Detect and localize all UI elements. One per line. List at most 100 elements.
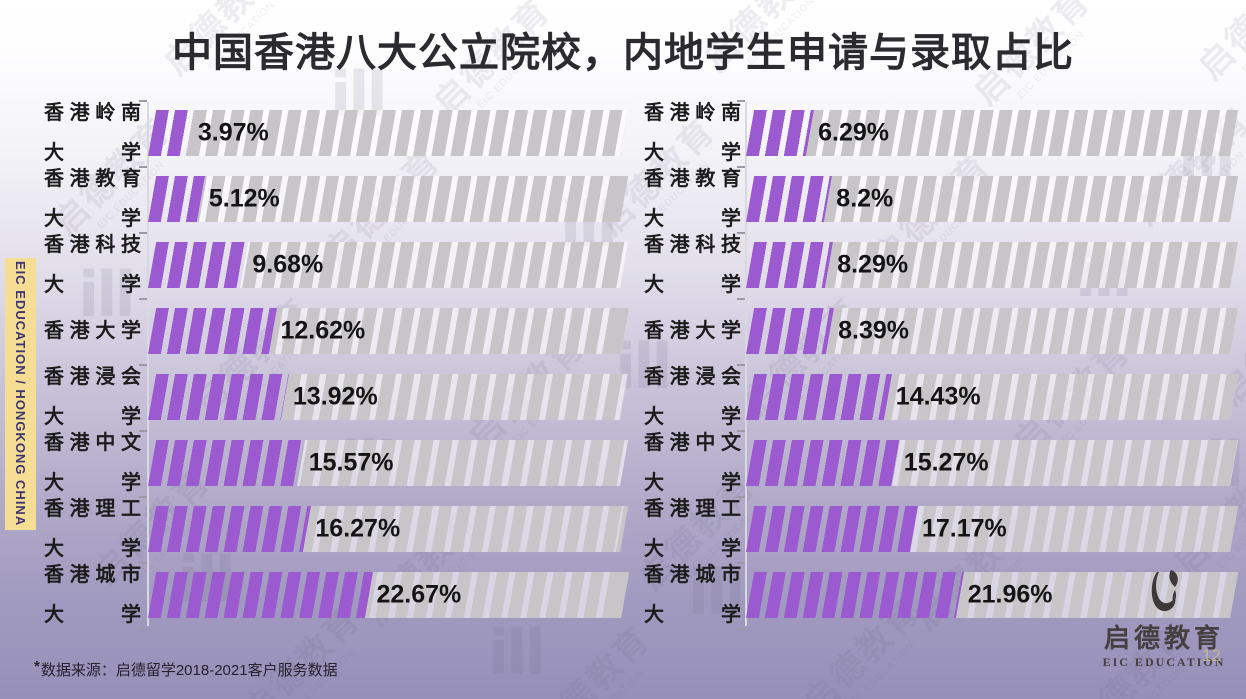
value-label: 16.27% — [315, 514, 401, 543]
bar-fill — [148, 242, 249, 288]
chart-application-share: 香港岭南大学 3.97% 香港教育大学 5.12% 香港科技大学 9.68% 香港大学 12.… — [44, 100, 629, 630]
bar-row: 香港城市大学 21.96% — [644, 564, 1239, 626]
axis-tick — [737, 628, 745, 630]
side-banner-text: EIC EDUCATION / HONGKONG CHINA — [13, 261, 28, 527]
bar-row: 香港理工大学 16.27% — [44, 498, 629, 560]
axis-tick — [737, 562, 745, 564]
category-label: 香港中文大学 — [644, 432, 741, 494]
eic-logo-en-text: EIC EDUCATION — [1102, 655, 1226, 669]
bar-row: 香港科技大学 9.68% — [44, 234, 629, 296]
bar-fill — [746, 308, 835, 354]
category-label: 香港大学 — [644, 320, 741, 342]
axis-tick — [139, 496, 147, 498]
category-axis — [745, 102, 747, 626]
axis-tick — [737, 232, 745, 234]
bar-row: 香港科技大学 8.29% — [644, 234, 1239, 296]
category-label: 香港科技大学 — [644, 234, 741, 296]
bar-row: 香港教育大学 8.2% — [644, 168, 1239, 230]
bar-track: 21.96% — [746, 572, 1239, 618]
bar-row: 香港大学 12.62% — [44, 308, 629, 354]
page-number: 12 — [1202, 646, 1221, 665]
bar-fill — [148, 506, 312, 552]
value-label: 12.62% — [280, 316, 366, 345]
axis-tick — [737, 298, 745, 300]
category-label: 香港理工大学 — [644, 498, 741, 560]
value-label: 17.17% — [922, 514, 1007, 543]
value-label: 21.96% — [967, 580, 1053, 609]
footnote-text: 数据来源：启德留学2018-2021客户服务数据 — [40, 662, 338, 679]
bar-row: 香港岭南大学 3.97% — [44, 102, 629, 164]
bar-fill — [148, 176, 206, 222]
bar-row: 香港浸会大学 14.43% — [644, 366, 1239, 428]
category-axis — [147, 102, 149, 626]
value-label: 8.2% — [836, 184, 894, 213]
footnote-asterisk: * — [34, 658, 40, 675]
value-label: 13.92% — [292, 382, 378, 411]
category-label: 香港理工大学 — [44, 498, 141, 560]
bar-row: 香港中文大学 15.57% — [44, 432, 629, 494]
axis-tick — [139, 430, 147, 432]
value-label: 5.12% — [208, 184, 280, 213]
category-label: 香港浸会大学 — [44, 366, 141, 428]
axis-tick — [139, 628, 147, 630]
axis-tick — [139, 364, 147, 366]
data-source-footnote: *数据来源：启德留学2018-2021客户服务数据 — [34, 658, 338, 680]
bar-row: 香港岭南大学 6.29% — [644, 102, 1239, 164]
bar-track: 15.57% — [148, 440, 629, 486]
axis-tick — [139, 232, 147, 234]
bar-track: 22.67% — [148, 572, 629, 618]
bar-track: 3.97% — [148, 110, 629, 156]
bar-fill — [148, 572, 373, 618]
value-label: 3.97% — [197, 118, 269, 147]
value-label: 9.68% — [252, 250, 324, 279]
axis-tick — [737, 166, 745, 168]
bar-fill — [148, 308, 277, 354]
bar-fill — [746, 506, 919, 552]
value-label: 8.39% — [838, 316, 909, 345]
bar-row: 香港理工大学 17.17% — [644, 498, 1239, 560]
value-label: 15.57% — [308, 448, 394, 477]
bar-track: 6.29% — [746, 110, 1239, 156]
bar-fill — [746, 374, 892, 420]
axis-tick — [737, 496, 745, 498]
axis-tick — [737, 364, 745, 366]
category-label: 香港教育大学 — [644, 168, 741, 230]
chart-admission-share: 香港岭南大学 6.29% 香港教育大学 8.2% 香港科技大学 8.29% 香港大学 8.39… — [644, 100, 1239, 630]
category-label: 香港岭南大学 — [644, 102, 741, 164]
category-label: 香港城市大学 — [644, 564, 741, 626]
axis-tick — [737, 100, 745, 102]
category-label: 香港城市大学 — [44, 564, 141, 626]
bar-track: 14.43% — [746, 374, 1239, 420]
bar-track: 12.62% — [148, 308, 629, 354]
bar-track: 17.17% — [746, 506, 1239, 552]
bar-fill — [148, 374, 290, 420]
bar-row: 香港浸会大学 13.92% — [44, 366, 629, 428]
value-label: 22.67% — [376, 580, 462, 609]
slide-title: 中国香港八大公立院校，内地学生申请与录取占比 — [172, 31, 1074, 75]
value-label: 15.27% — [903, 448, 989, 477]
bar-track: 13.92% — [148, 374, 629, 420]
category-label: 香港岭南大学 — [44, 102, 141, 164]
bar-fill — [148, 440, 305, 486]
bar-fill — [746, 572, 964, 618]
bar-row: 香港中文大学 15.27% — [644, 432, 1239, 494]
eic-logo: 启德教育 EIC EDUCATION — [1096, 564, 1232, 670]
eic-logo-icon — [1151, 570, 1178, 612]
bar-fill — [746, 110, 815, 156]
category-label: 香港科技大学 — [44, 234, 141, 296]
eic-logo-cn-text: 启德教育 — [1103, 623, 1224, 653]
bar-row: 香港城市大学 22.67% — [44, 564, 629, 626]
bar-row: 香港大学 8.39% — [644, 308, 1239, 354]
bar-track: 15.27% — [746, 440, 1239, 486]
axis-tick — [139, 298, 147, 300]
axis-tick — [737, 430, 745, 432]
bar-track: 5.12% — [148, 176, 629, 222]
category-label: 香港教育大学 — [44, 168, 141, 230]
category-label: 香港浸会大学 — [644, 366, 741, 428]
category-label: 香港大学 — [44, 320, 141, 342]
bar-track: 8.2% — [746, 176, 1239, 222]
bar-track: 16.27% — [148, 506, 629, 552]
watermark-logo-bars: ill — [488, 616, 546, 689]
bar-track: 9.68% — [148, 242, 629, 288]
